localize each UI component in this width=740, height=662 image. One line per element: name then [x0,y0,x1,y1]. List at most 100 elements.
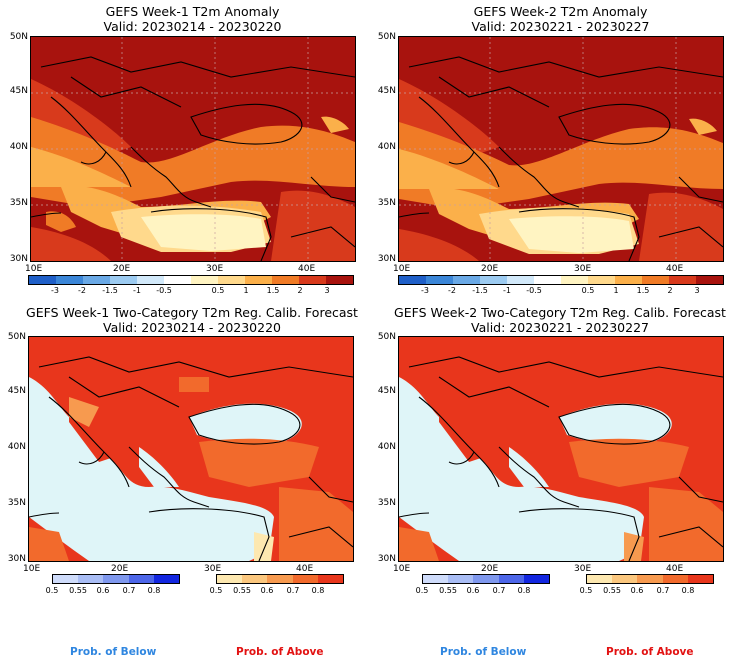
lon-label: 30E [206,264,224,274]
lon-label: 40E [666,564,684,574]
panel-2-anomaly-colorbar [398,275,724,285]
colorbar-tick: -2 [448,286,456,295]
panel-1-title: GEFS Week-1 T2m Anomaly Valid: 20230214 … [30,4,355,34]
colorbar-tick: 0.55 [233,586,251,595]
panel-2-map-shading [399,37,723,261]
colorbar-tick: 0.55 [603,586,621,595]
panel-2-map [398,36,724,262]
lat-label: 50N [377,332,396,342]
panel-1-title-line1: GEFS Week-1 T2m Anomaly [105,4,280,19]
colorbar-tick: 0.55 [69,586,87,595]
lat-label: 40N [9,142,28,152]
panel-3-lon-labels: 10E 20E 30E 40E [23,564,354,576]
lon-label: 20E [113,264,131,274]
panel-3-prob-above-label: Prob. of Above [236,646,324,658]
panel-4-title: GEFS Week-2 Two-Category T2m Reg. Calib.… [380,305,740,335]
panel-3-map-shading [29,337,353,561]
colorbar-tick: 0.6 [630,586,644,595]
panel-4-below-ticks: 0.5 0.55 0.6 0.7 0.8 [416,586,550,596]
colorbar-tick: -3 [51,286,59,295]
lat-label: 30N [377,554,396,564]
colorbar-tick: 0.6 [96,586,110,595]
lon-label: 30E [204,564,222,574]
panel-4-prob-below-label: Prob. of Below [440,646,527,658]
panel-2-lon-labels: 10E 20E 30E 40E [393,264,724,276]
panel-1-map [30,36,356,262]
panel-2-title-line2: Valid: 20230221 - 20230227 [471,19,650,34]
lon-label: 30E [574,564,592,574]
colorbar-tick: 2 [667,286,673,295]
panel-4-lon-labels: 10E 20E 30E 40E [393,564,724,576]
colorbar-tick: 1 [243,286,249,295]
lon-label: 10E [393,264,411,274]
lat-label: 45N [377,386,396,396]
lat-label: 40N [377,442,396,452]
lon-label: 40E [298,264,316,274]
lon-label: 40E [666,264,684,274]
lat-label: 45N [377,86,396,96]
lon-label: 20E [111,564,129,574]
lat-label: 35N [7,498,26,508]
lat-label: 30N [377,254,396,264]
lat-label: 50N [9,32,28,42]
panel-2-title-line1: GEFS Week-2 T2m Anomaly [473,4,648,19]
panel-1-map-shading [31,37,355,261]
panel-4-lat-labels: 50N 45N 40N 35N 30N [374,332,396,564]
panel-3-above-colorbar [216,574,344,584]
panel-3-prob-below-label: Prob. of Below [70,646,157,658]
panel-2-anomaly-ticks: -3 -2 -1.5 -1 -0.5 0.5 1 1.5 2 3 [398,286,724,296]
colorbar-tick: 3 [324,286,330,295]
colorbar-tick: 0.8 [147,586,161,595]
lat-label: 40N [377,142,396,152]
colorbar-tick: 0.5 [579,586,593,595]
panel-1-anomaly-ticks: -3 -2 -1.5 -1 -0.5 0.5 1 1.5 2 3 [28,286,354,296]
panel-3-title-line1: GEFS Week-1 Two-Category T2m Reg. Calib.… [26,305,358,320]
panel-1-title-line2: Valid: 20230214 - 20230220 [103,19,282,34]
lon-label: 10E [393,564,411,574]
colorbar-tick: 1 [613,286,619,295]
lat-label: 30N [9,254,28,264]
colorbar-tick: 0.8 [517,586,531,595]
lat-label: 35N [377,198,396,208]
panel-4-map [398,336,724,562]
colorbar-tick: 0.5 [415,586,429,595]
panel-4-above-colorbar [586,574,714,584]
lon-label: 40E [296,564,314,574]
panel-2-lat-labels: 50N 45N 40N 35N 30N [374,32,396,264]
panel-4-above-ticks: 0.5 0.55 0.6 0.7 0.8 [580,586,714,596]
lat-label: 50N [377,32,396,42]
lat-label: 45N [7,386,26,396]
colorbar-tick: -1.5 [102,286,118,295]
panel-1-anomaly-colorbar [28,275,354,285]
colorbar-tick: 0.7 [492,586,506,595]
panel-3-below-colorbar [52,574,180,584]
colorbar-tick: -1 [133,286,141,295]
panel-3-lat-labels: 50N 45N 40N 35N 30N [4,332,26,564]
panel-2-title: GEFS Week-2 T2m Anomaly Valid: 20230221 … [398,4,723,34]
colorbar-tick: -0.5 [526,286,542,295]
colorbar-tick: -3 [421,286,429,295]
colorbar-tick: -1.5 [472,286,488,295]
lat-label: 35N [9,198,28,208]
lon-label: 30E [574,264,592,274]
colorbar-tick: 2 [297,286,303,295]
colorbar-tick: 0.5 [581,286,595,295]
lon-label: 10E [25,264,43,274]
colorbar-tick: -0.5 [156,286,172,295]
colorbar-tick: 1.5 [266,286,280,295]
panel-1-lon-labels: 10E 20E 30E 40E [25,264,356,276]
colorbar-tick: 0.7 [122,586,136,595]
panel-4-title-line2: Valid: 20230221 - 20230227 [470,320,649,335]
colorbar-tick: 0.5 [211,286,225,295]
colorbar-tick: 1.5 [636,286,650,295]
panel-3-below-ticks: 0.5 0.55 0.6 0.7 0.8 [46,586,180,596]
lon-label: 20E [481,264,499,274]
lat-label: 45N [9,86,28,96]
panel-3-map [28,336,354,562]
colorbar-tick: 0.5 [45,586,59,595]
lat-label: 40N [7,442,26,452]
panel-3-title-line2: Valid: 20230214 - 20230220 [102,320,281,335]
colorbar-tick: 0.8 [311,586,325,595]
lon-label: 10E [23,564,41,574]
panel-4-map-shading [399,337,723,561]
